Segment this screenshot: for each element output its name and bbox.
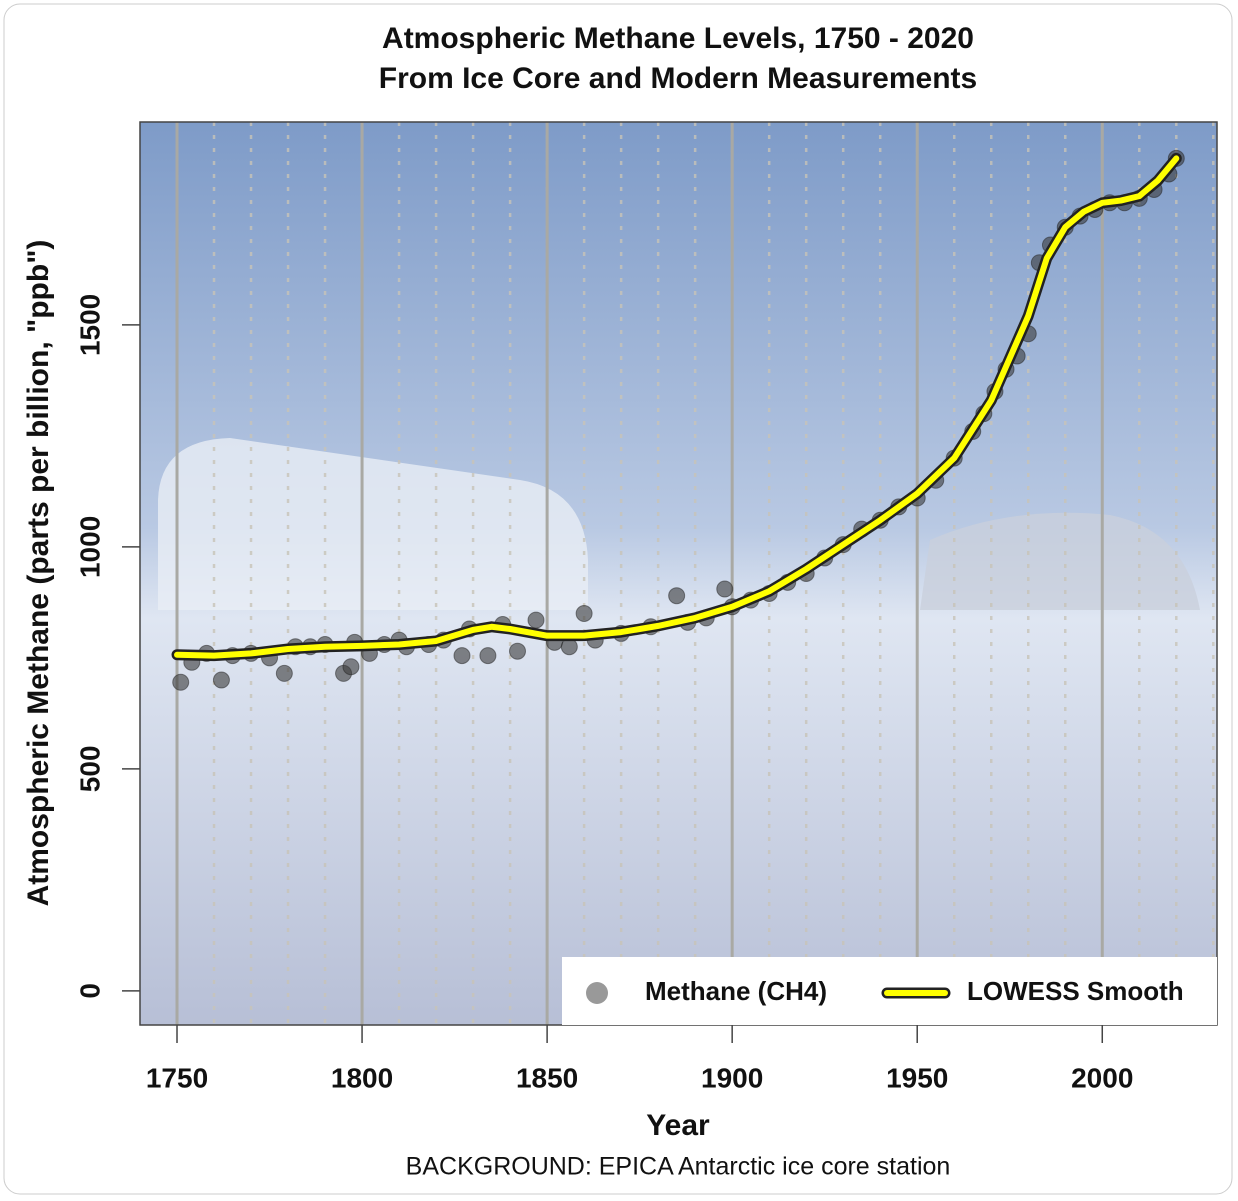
data-point [668, 587, 686, 605]
grid [175, 122, 1215, 1025]
caption: BACKGROUND: EPICA Antarctic ice core sta… [406, 1153, 951, 1181]
smooth-line [174, 155, 1180, 659]
y-tick-label: 0 [74, 983, 105, 999]
legend-label: LOWESS Smooth [967, 976, 1184, 1006]
x-tick-label: 1800 [331, 1062, 393, 1093]
x-tick-label: 1950 [886, 1062, 948, 1093]
data-point [275, 664, 293, 682]
data-point [716, 580, 734, 598]
background-building [920, 512, 1200, 610]
chart-subtitle: From Ice Core and Modern Measurements [379, 62, 977, 95]
x-tick-label: 1900 [701, 1062, 763, 1093]
x-tick-label: 2000 [1071, 1062, 1133, 1093]
x-axis-label: Year [646, 1109, 710, 1142]
legend-symbol [586, 982, 608, 1004]
x-tick-label: 1850 [516, 1062, 578, 1093]
data-point [453, 647, 471, 665]
marks [171, 149, 1185, 691]
y-tick-label: 500 [74, 745, 105, 792]
data-point [575, 604, 593, 622]
x-tick-label: 1750 [146, 1062, 208, 1093]
legend-label: Methane (CH4) [645, 976, 827, 1006]
y-tick-label: 1000 [74, 516, 105, 578]
y-axis-label: Atmospheric Methane (parts per billion, … [22, 240, 55, 907]
data-point [212, 671, 230, 689]
data-point [509, 642, 527, 660]
chart-title: Atmospheric Methane Levels, 1750 - 2020 [382, 22, 974, 55]
data-point [527, 611, 545, 629]
background-building [158, 438, 588, 610]
data-point [172, 673, 190, 691]
legend: Methane (CH4) LOWESS Smooth [586, 976, 1184, 1006]
data-point [342, 658, 360, 676]
data-point [479, 647, 497, 665]
y-tick-label: 1500 [74, 294, 105, 356]
